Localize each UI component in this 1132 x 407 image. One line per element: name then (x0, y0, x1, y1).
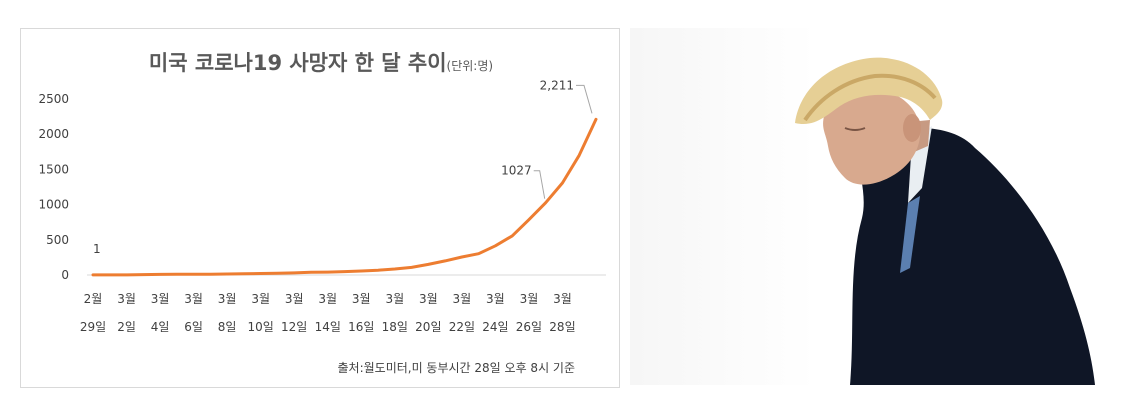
x-tick-label-day: 18일 (382, 320, 408, 334)
x-tick-label-month: 3월 (117, 292, 136, 306)
y-tick-label: 0 (61, 268, 69, 282)
data-label-leader (576, 84, 593, 114)
x-tick-label-day: 4일 (151, 320, 170, 334)
data-label-leader (533, 170, 546, 199)
x-tick-label-day: 16일 (348, 320, 374, 334)
y-tick-label: 2000 (38, 127, 69, 141)
x-tick-label-day: 24일 (482, 320, 508, 334)
x-tick-label-month: 3월 (486, 292, 505, 306)
x-tick-label-month: 2월 (84, 292, 103, 306)
x-tick-label-day: 26일 (516, 320, 542, 334)
x-tick-label-month: 3월 (318, 292, 337, 306)
y-tick-label: 500 (46, 233, 69, 247)
x-tick-label-month: 3월 (453, 292, 472, 306)
line-chart: 2500 2000 1500 1000 500 0 2월 29일 3월 2일 3월 4일 3월 6일 3월 8… (38, 78, 606, 334)
x-tick-label-day: 22일 (449, 320, 475, 334)
person-photo-illustration (795, 57, 1095, 385)
x-tick-label-month: 3월 (520, 292, 539, 306)
x-tick-label-month: 3월 (419, 292, 438, 306)
y-tick-label: 1500 (38, 162, 69, 176)
x-tick-label-month: 3월 (385, 292, 404, 306)
x-tick-label-month: 3월 (218, 292, 237, 306)
y-tick-label: 2500 (38, 92, 69, 106)
x-tick-label-day: 6일 (184, 320, 203, 334)
x-tick-label-day: 29일 (80, 320, 106, 334)
x-tick-label-day: 20일 (415, 320, 441, 334)
y-tick-label: 1000 (38, 198, 69, 212)
x-tick-label-month: 3월 (352, 292, 371, 306)
person-photo (630, 28, 1095, 385)
x-tick-label-month: 3월 (285, 292, 304, 306)
x-tick-label-month: 3월 (251, 292, 270, 306)
x-tick-label-day: 2일 (117, 320, 136, 334)
chart-title-wrap: 미국 코로나19 사망자 한 달 추이(단위:명) (21, 47, 621, 77)
chart-unit: (단위:명) (446, 59, 494, 73)
x-tick-label-day: 14일 (315, 320, 341, 334)
x-tick-label-month: 3월 (151, 292, 170, 306)
x-tick-label-day: 28일 (549, 320, 575, 334)
x-tick-label-day: 12일 (281, 320, 307, 334)
x-tick-label-month: 3월 (553, 292, 572, 306)
x-tick-label-month: 3월 (184, 292, 203, 306)
chart-panel: 미국 코로나19 사망자 한 달 추이(단위:명) 2500 2000 1500 10… (20, 28, 620, 388)
source-note: 출처:월도미터,미 동부시간 28일 오후 8시 기준 (337, 361, 575, 375)
x-tick-label-day: 8일 (218, 320, 237, 334)
x-tick-label-day: 10일 (248, 320, 274, 334)
series-line (91, 117, 598, 277)
data-label: 1027 (501, 164, 532, 178)
chart-title: 미국 코로나19 사망자 한 달 추이 (148, 51, 447, 75)
data-label: 1 (93, 242, 101, 256)
data-label: 2,211 (540, 78, 574, 92)
